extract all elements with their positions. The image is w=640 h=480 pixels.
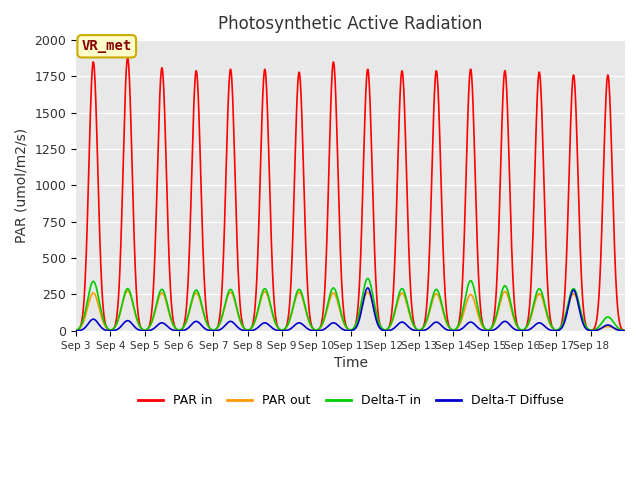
- PAR in: [337, 249, 344, 254]
- PAR in: [561, 294, 568, 300]
- Delta-T Diffuse: [621, 328, 629, 334]
- Delta-T Diffuse: [158, 320, 166, 326]
- Line: Delta-T in: Delta-T in: [76, 278, 625, 331]
- PAR out: [72, 327, 80, 333]
- Legend: PAR in, PAR out, Delta-T in, Delta-T Diffuse: PAR in, PAR out, Delta-T in, Delta-T Dif…: [132, 389, 568, 412]
- Y-axis label: PAR (umol/m2/s): PAR (umol/m2/s): [15, 128, 29, 243]
- Delta-T in: [72, 327, 80, 333]
- Delta-T Diffuse: [364, 285, 371, 291]
- PAR in: [159, 66, 166, 72]
- PAR out: [480, 325, 488, 331]
- PAR in: [480, 325, 488, 331]
- PAR out: [124, 288, 131, 294]
- Delta-T in: [326, 293, 333, 299]
- Line: PAR in: PAR in: [76, 58, 625, 331]
- PAR out: [614, 327, 622, 333]
- PAR out: [337, 310, 344, 315]
- Line: Delta-T Diffuse: Delta-T Diffuse: [76, 288, 625, 331]
- Delta-T Diffuse: [614, 327, 622, 333]
- Delta-T in: [158, 287, 166, 292]
- Delta-T in: [614, 325, 622, 331]
- Delta-T in: [621, 328, 629, 334]
- Delta-T Diffuse: [72, 328, 80, 334]
- PAR out: [621, 328, 629, 334]
- Line: PAR out: PAR out: [76, 291, 625, 331]
- Delta-T in: [480, 324, 488, 330]
- Delta-T Diffuse: [336, 324, 344, 330]
- PAR out: [561, 317, 568, 323]
- PAR in: [326, 127, 334, 133]
- Delta-T Diffuse: [561, 319, 568, 325]
- PAR out: [326, 296, 334, 302]
- Delta-T in: [336, 305, 344, 311]
- PAR in: [621, 328, 629, 334]
- Title: Photosynthetic Active Radiation: Photosynthetic Active Radiation: [218, 15, 483, 33]
- X-axis label: Time: Time: [333, 356, 367, 370]
- PAR in: [124, 55, 131, 60]
- PAR in: [614, 311, 622, 316]
- PAR in: [72, 328, 80, 334]
- Delta-T Diffuse: [480, 328, 488, 334]
- Delta-T Diffuse: [326, 322, 333, 327]
- Delta-T in: [364, 276, 371, 281]
- Text: VR_met: VR_met: [82, 39, 132, 53]
- Delta-T in: [561, 315, 568, 321]
- PAR out: [159, 290, 166, 296]
